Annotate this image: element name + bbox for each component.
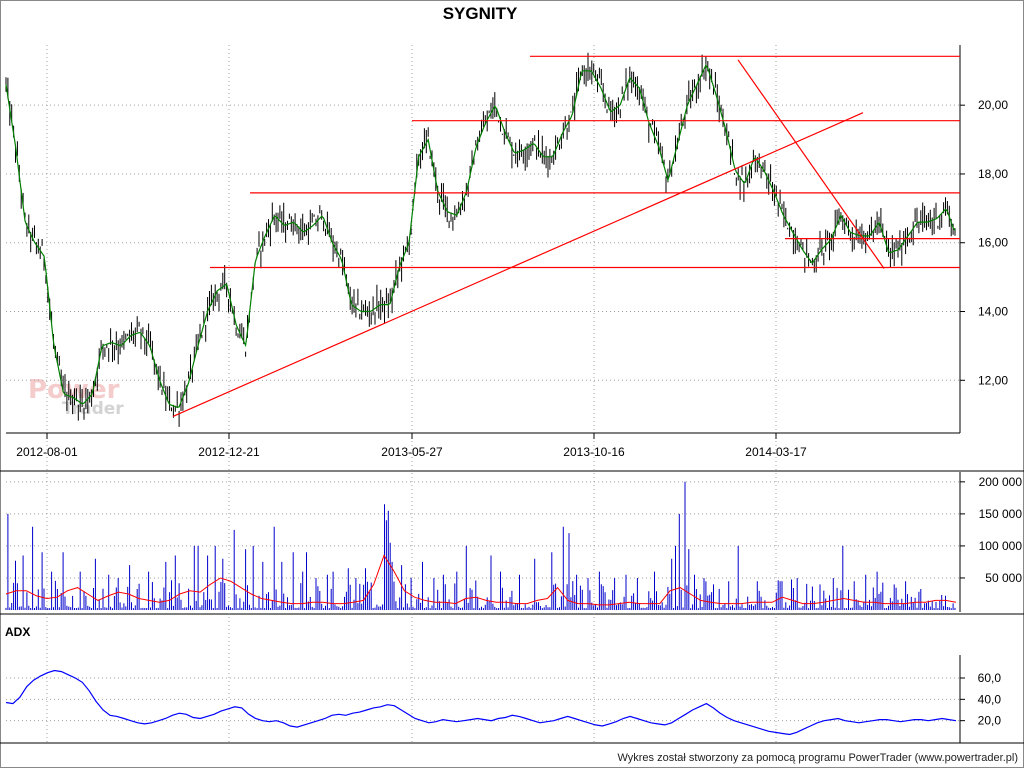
adx-panel-title: ADX: [5, 625, 30, 639]
powertrader-watermark: Power Trader: [28, 375, 124, 419]
rising-trendline: [172, 112, 864, 417]
price-y-tick-label: 18,00: [978, 167, 1008, 181]
price-line-group: [5, 63, 956, 408]
volume-bar-marks: [5, 481, 956, 610]
x-tick-label: 2013-10-16: [563, 445, 625, 459]
x-tick-label: 2012-08-01: [16, 445, 78, 459]
price-y-tick-label: 12,00: [978, 373, 1008, 387]
adx-y-tick-label: 60,0: [978, 671, 1002, 685]
grid-layer: [6, 45, 960, 743]
adx-line: [5, 669, 957, 736]
trendlines: [172, 55, 960, 417]
tick-labels: 2012-08-01 2012-12-21 2013-05-27 2013-10-16…: [16, 98, 1022, 727]
price-y-tick-label: 14,00: [978, 305, 1008, 319]
price-y-tick-label: 20,00: [978, 98, 1008, 112]
price-bars: [5, 52, 956, 427]
adx-y-tick-label: 20,0: [978, 714, 1002, 728]
x-tick-label: 2014-03-17: [745, 445, 807, 459]
volume-bars: [5, 481, 956, 610]
adx-line-group: [5, 669, 957, 736]
volume-y-tick-label: 50 000: [985, 571, 1022, 585]
adx-y-tick-label: 40,0: [978, 692, 1002, 706]
footer-credit: Wykres został stworzony za pomocą progra…: [617, 752, 1018, 764]
falling-trendline: [737, 59, 885, 269]
price-y-tick-label: 16,00: [978, 236, 1008, 250]
watermark-line2: Trader: [62, 399, 124, 419]
price-ohlc-bars: [5, 52, 956, 427]
volume-y-tick-label: 150 000: [979, 507, 1023, 521]
watermark-line1: Power: [28, 375, 120, 405]
volume-y-tick-label: 200 000: [979, 475, 1023, 489]
volume-y-tick-label: 100 000: [979, 539, 1023, 553]
x-tick-label: 2013-05-27: [381, 445, 443, 459]
price-close-line: [5, 63, 956, 408]
chart-title: SYGNITY: [443, 4, 518, 23]
volume-moving-average: [5, 554, 957, 606]
x-tick-label: 2012-12-21: [198, 445, 260, 459]
volume-average-group: [5, 554, 957, 606]
